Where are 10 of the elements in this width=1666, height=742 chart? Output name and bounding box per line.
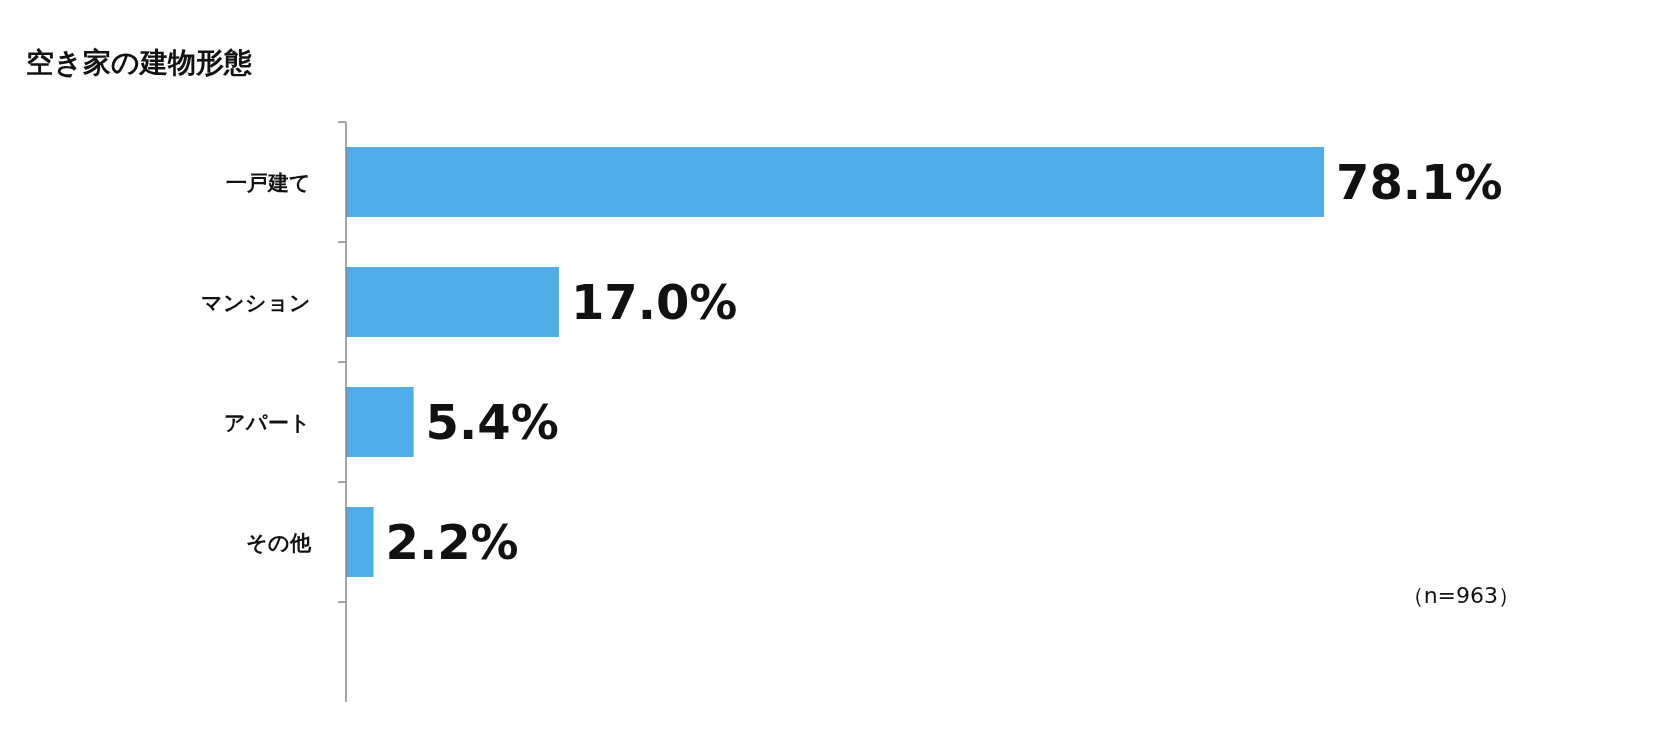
data-label: 78.1% (1336, 154, 1503, 210)
chart-title: 空き家の建物形態 (26, 46, 253, 79)
text: （n=963） (1401, 583, 1520, 608)
data-label: 2.2% (385, 514, 519, 570)
data-label: 5.4% (425, 394, 559, 450)
y-tick-label: アパート (224, 411, 311, 435)
data-label: 17.0% (570, 274, 738, 330)
y-tick-label: その他 (246, 531, 312, 555)
y-tick-label: 一戸建て (226, 171, 311, 195)
y-tick-label: マンション (201, 291, 311, 315)
